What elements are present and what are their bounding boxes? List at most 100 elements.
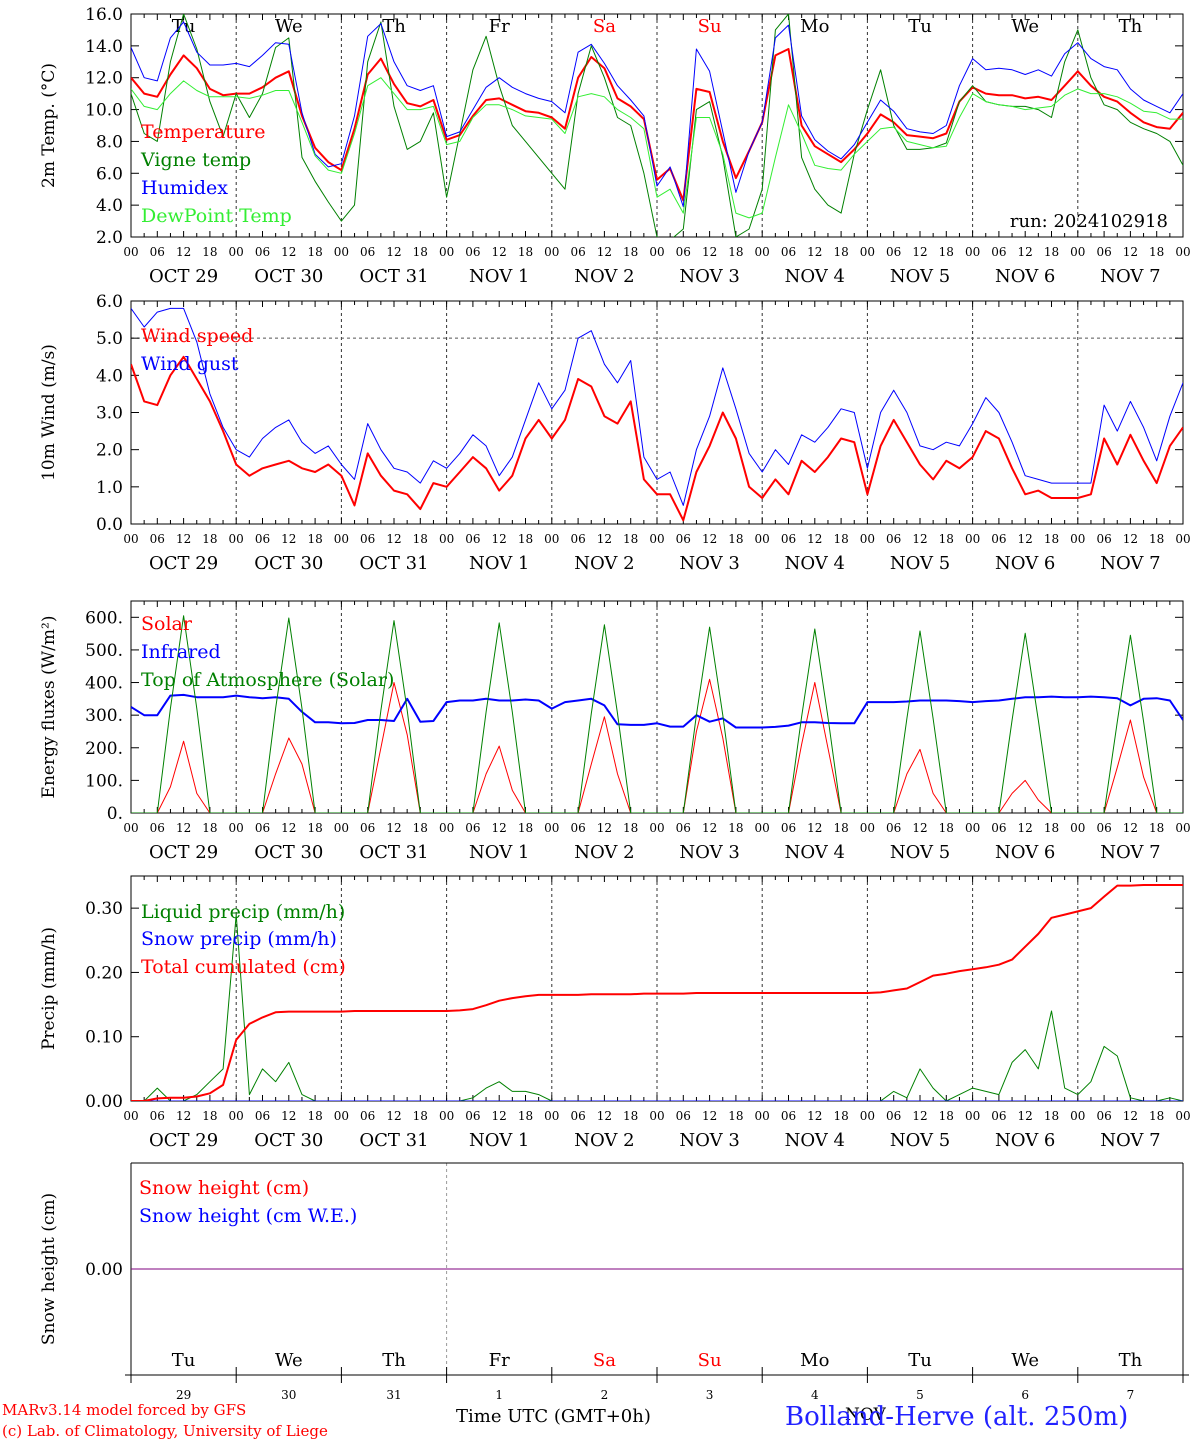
date-label: NOV 7 xyxy=(1100,1130,1160,1151)
panel-1: 00 06 12 18 OCT 29 00 06 12 18 OCT 30 00 06 12 18 OCT … xyxy=(39,5,1191,287)
hour-tick-label: 06 xyxy=(991,532,1006,546)
date-label: NOV 5 xyxy=(890,553,950,574)
hour-tick-label: 00 xyxy=(1175,532,1190,546)
day-number-label: 6 xyxy=(1021,1388,1029,1402)
hour-tick-label: 00 xyxy=(1175,245,1190,259)
hour-tick-label: 12 xyxy=(176,245,191,259)
date-label: NOV 7 xyxy=(1100,842,1160,863)
hour-tick-label: 18 xyxy=(518,245,533,259)
hour-tick-label: 06 xyxy=(150,532,165,546)
panel-2: 00 06 12 18 OCT 29 00 06 12 18 OCT 30 00 06 12 18 OCT … xyxy=(39,292,1191,574)
legend-entry: Infrared xyxy=(141,641,221,663)
hour-tick-label: 18 xyxy=(833,1109,848,1123)
hour-tick-label: 00 xyxy=(334,1109,349,1123)
hour-tick-label: 06 xyxy=(886,821,901,835)
weekday-label: Th xyxy=(382,16,406,37)
date-label: NOV 2 xyxy=(574,842,634,863)
hour-tick-label: 18 xyxy=(413,1109,428,1123)
hour-tick-label: 18 xyxy=(623,1109,638,1123)
hour-tick-label: 00 xyxy=(123,1109,138,1123)
legend-entry: Temperature xyxy=(141,121,265,143)
weekday-label: We xyxy=(1011,16,1039,37)
hour-tick-label: 00 xyxy=(123,245,138,259)
hour-tick-label: 00 xyxy=(1175,1109,1190,1123)
hour-tick-label: 12 xyxy=(492,821,507,835)
hour-tick-label: 12 xyxy=(281,245,296,259)
y-tick-label: 8.0 xyxy=(96,132,123,152)
legend-entry: Total cumulated (cm) xyxy=(141,956,346,978)
hour-tick-label: 00 xyxy=(860,821,875,835)
hour-tick-label: 18 xyxy=(202,821,217,835)
hour-tick-label: 06 xyxy=(676,532,691,546)
panel-5: Tu 29 We 30 Th 31 Fr 1 Sa 2 Su 3 Mo 4 Tu 5 We 6 Th 7 0.00 Sno… xyxy=(39,1162,1189,1402)
y-axis-label: Energy fluxes (W/m²) xyxy=(39,616,59,799)
hour-tick-label: 06 xyxy=(360,532,375,546)
hour-tick-label: 00 xyxy=(334,532,349,546)
date-label: NOV 1 xyxy=(469,1130,529,1151)
hour-tick-label: 12 xyxy=(176,821,191,835)
series-line-top-of-atmosphere-solar- xyxy=(131,615,1183,813)
hour-tick-label: 12 xyxy=(807,821,822,835)
hour-tick-label: 18 xyxy=(728,532,743,546)
day-number-label: 1 xyxy=(495,1388,503,1402)
y-tick-label: 6.0 xyxy=(96,164,123,184)
hour-tick-label: 18 xyxy=(1149,532,1164,546)
model-credit: MARv3.14 model forced by GFS (c) Lab. of… xyxy=(2,1400,328,1442)
hour-tick-label: 12 xyxy=(912,532,927,546)
hour-tick-label: 18 xyxy=(202,245,217,259)
hour-tick-label: 18 xyxy=(518,821,533,835)
date-label: NOV 4 xyxy=(785,1130,845,1151)
hour-tick-label: 18 xyxy=(202,1109,217,1123)
date-label: NOV 5 xyxy=(890,1130,950,1151)
weekday-label: Mo xyxy=(800,1350,829,1371)
hour-tick-label: 00 xyxy=(229,1109,244,1123)
hour-tick-label: 18 xyxy=(518,532,533,546)
hour-tick-label: 06 xyxy=(465,1109,480,1123)
y-tick-label: 6.0 xyxy=(96,292,123,312)
hour-tick-label: 00 xyxy=(439,1109,454,1123)
date-label: NOV 6 xyxy=(995,266,1055,287)
hour-tick-label: 12 xyxy=(281,532,296,546)
weekday-label: Sa xyxy=(593,1350,616,1371)
y-tick-label: 16.0 xyxy=(85,5,123,25)
hour-tick-label: 00 xyxy=(544,532,559,546)
legend-entry: Snow height (cm) xyxy=(139,1177,309,1199)
hour-tick-label: 06 xyxy=(150,1109,165,1123)
y-tick-label: 4.0 xyxy=(96,196,123,216)
y-tick-label: 0.0 xyxy=(96,515,123,535)
hour-tick-label: 18 xyxy=(623,821,638,835)
date-label: NOV 3 xyxy=(679,553,739,574)
hour-tick-label: 06 xyxy=(570,821,585,835)
day-number-label: 29 xyxy=(176,1388,191,1402)
weekday-label: Th xyxy=(1119,1350,1143,1371)
hour-tick-label: 18 xyxy=(939,245,954,259)
hour-tick-label: 12 xyxy=(597,1109,612,1123)
day-number-label: 5 xyxy=(916,1388,924,1402)
legend-entry: Top of Atmosphere (Solar) xyxy=(141,669,394,691)
y-tick-label: 0.30 xyxy=(85,899,123,919)
plot-frame xyxy=(130,300,1184,525)
hour-tick-label: 00 xyxy=(965,245,980,259)
series-line-humidex xyxy=(131,21,1183,208)
hour-tick-label: 00 xyxy=(860,245,875,259)
hour-tick-label: 00 xyxy=(1070,245,1085,259)
legend-entry: Wind speed xyxy=(141,325,253,347)
hour-tick-label: 00 xyxy=(229,245,244,259)
hour-tick-label: 12 xyxy=(1123,532,1138,546)
weekday-label: We xyxy=(1011,1350,1039,1371)
hour-tick-label: 00 xyxy=(229,821,244,835)
hour-tick-label: 12 xyxy=(807,532,822,546)
hour-tick-label: 06 xyxy=(676,245,691,259)
series-line-total-cumulated-cm- xyxy=(131,884,1183,1101)
y-axis-label: Snow height (cm) xyxy=(39,1193,59,1345)
hour-tick-label: 00 xyxy=(334,821,349,835)
hour-tick-label: 06 xyxy=(1096,245,1111,259)
hour-tick-label: 06 xyxy=(991,1109,1006,1123)
hour-tick-label: 00 xyxy=(123,821,138,835)
date-label: NOV 4 xyxy=(785,842,845,863)
hour-tick-label: 00 xyxy=(649,1109,664,1123)
weekday-label: Su xyxy=(698,16,722,37)
hour-tick-label: 00 xyxy=(229,532,244,546)
hour-tick-label: 06 xyxy=(570,245,585,259)
hour-tick-label: 00 xyxy=(649,821,664,835)
